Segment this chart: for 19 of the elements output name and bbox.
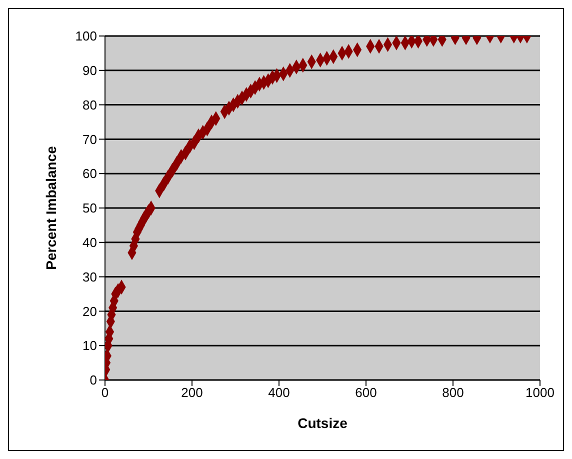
x-tick-label: 0 [101,385,109,400]
y-tick-label: 90 [82,63,97,78]
y-tick-label: 100 [75,28,97,44]
x-tick-label: 200 [181,385,203,400]
x-tick-label: 400 [268,385,290,400]
y-tick-label: 10 [82,338,97,354]
y-axis-title: Percent Imbalance [42,146,59,270]
x-axis-title: Cutsize [298,415,348,431]
y-tick-label: 60 [82,166,97,182]
x-tick-label: 600 [355,385,377,400]
y-tick-label: 50 [82,200,97,216]
y-tick-label: 0 [90,372,97,388]
x-tick-label: 800 [442,385,464,400]
x-tick-label: 1000 [526,385,554,400]
y-tick-label: 40 [82,235,97,250]
y-tick-label: 70 [82,132,97,147]
y-tick-label: 30 [82,269,97,284]
y-tick-label: 20 [82,304,97,319]
y-tick-label: 80 [82,97,97,112]
